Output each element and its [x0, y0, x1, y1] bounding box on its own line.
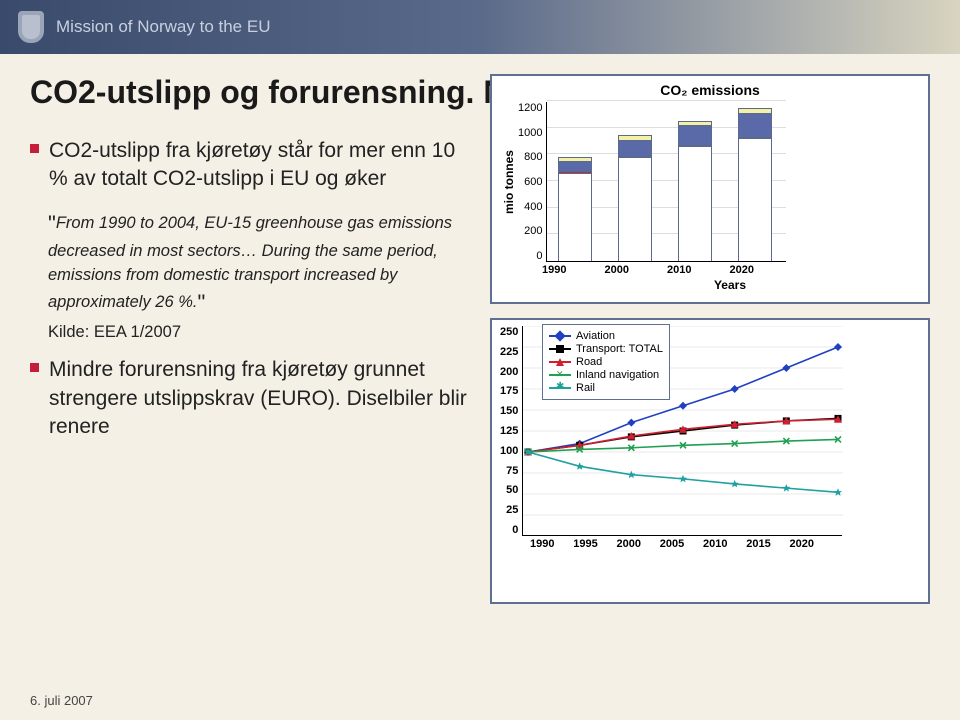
crest-icon	[18, 11, 44, 43]
bullet-2-text: Mindre forurensning fra kjøretøy grunnet…	[49, 356, 470, 441]
chart1-yticks: 120010008006004002000	[518, 102, 546, 262]
header: Mission of Norway to the EU	[0, 0, 960, 54]
chart1-plotrow: mio tonnes 120010008006004002000	[500, 102, 920, 262]
chart2-yticks: 2502252001751501251007550250	[500, 326, 522, 536]
chart1-plot	[546, 102, 786, 262]
content: CO2-utslipp og forurensning. Noen tall C…	[0, 54, 960, 618]
quote-source: Kilde: EEA 1/2007	[48, 323, 470, 342]
bullet-icon	[30, 363, 39, 372]
chart1-title: CO₂ emissions	[500, 82, 920, 98]
chart1-xticks: 1990200020102020	[500, 264, 760, 276]
right-column: CO₂ emissions mio tonnes 120010008006004…	[490, 74, 930, 618]
chart2-legend: AviationTransport: TOTALRoad✕Inland navi…	[542, 324, 670, 400]
quote-body: From 1990 to 2004, EU-15 greenhouse gas …	[48, 214, 452, 312]
bullet-icon	[30, 144, 39, 153]
chart1-ylabel: mio tonnes	[500, 150, 518, 214]
left-column: CO2-utslipp og forurensning. Noen tall C…	[30, 74, 470, 618]
bullet-1-text: CO2-utslipp fra kjøretøy står for mer en…	[49, 137, 470, 194]
transport-index-chart: 2502252001751501251007550250 19901995200…	[490, 318, 930, 604]
bullet-2: Mindre forurensning fra kjøretøy grunnet…	[30, 356, 470, 441]
quote-text: "From 1990 to 2004, EU-15 greenhouse gas…	[48, 208, 470, 320]
bullet-1: CO2-utslipp fra kjøretøy står for mer en…	[30, 137, 470, 194]
quote-block: "From 1990 to 2004, EU-15 greenhouse gas…	[48, 208, 470, 343]
footer-date: 6. juli 2007	[30, 693, 93, 708]
page-title: CO2-utslipp og forurensning. Noen tall	[30, 74, 470, 111]
chart1-xlabel: Years	[500, 278, 920, 292]
co2-emissions-chart: CO₂ emissions mio tonnes 120010008006004…	[490, 74, 930, 304]
org-name: Mission of Norway to the EU	[56, 17, 270, 37]
chart2-xticks: 1990199520002005201020152020	[500, 538, 820, 550]
